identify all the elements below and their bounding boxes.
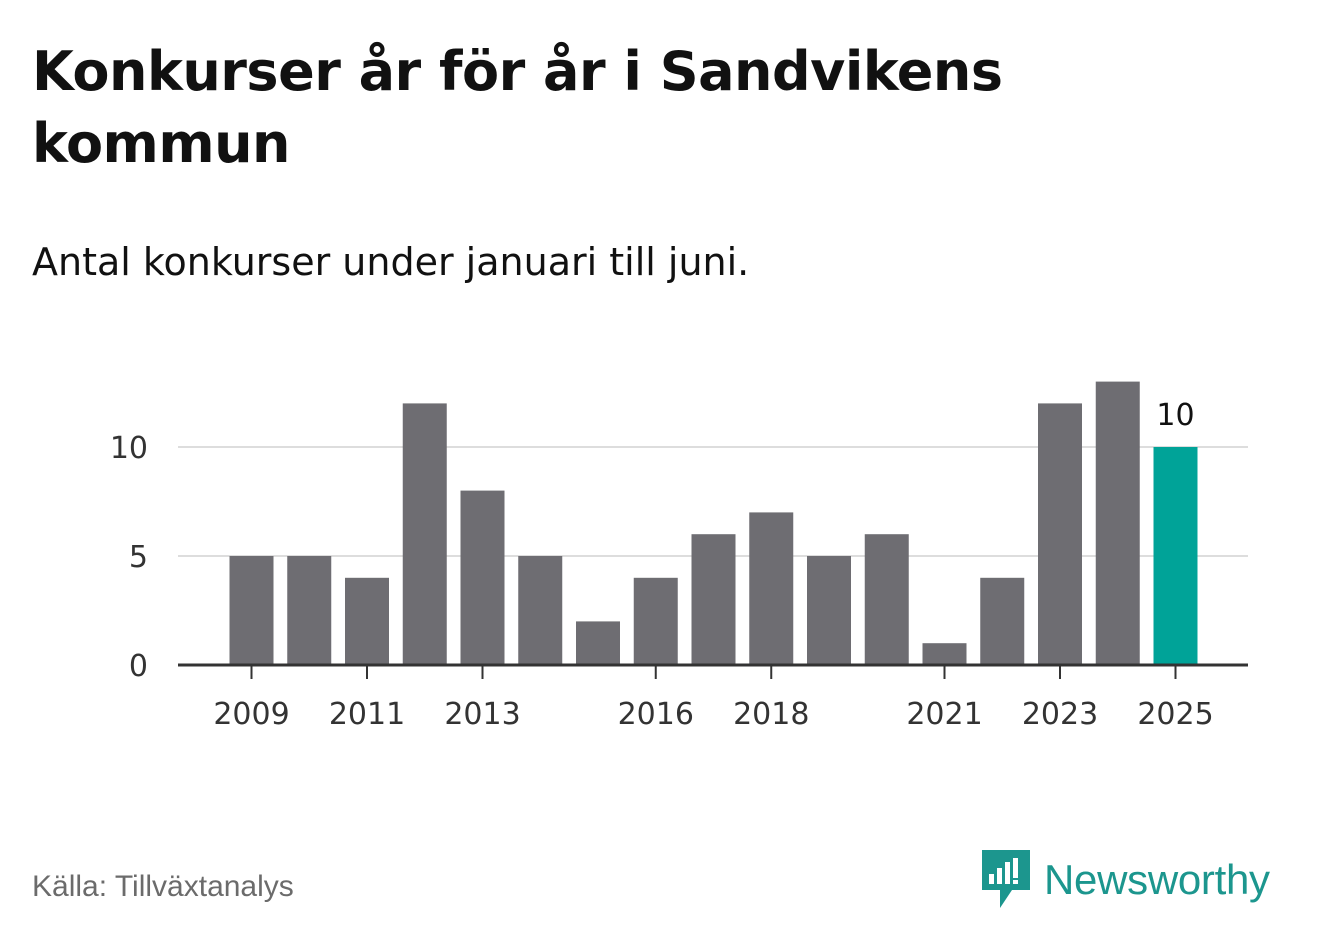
bar-2023 bbox=[1038, 403, 1082, 665]
bar-2019 bbox=[807, 556, 851, 665]
bar-2017 bbox=[691, 534, 736, 665]
bars bbox=[229, 381, 1198, 665]
logo-wordmark: Newsworthy bbox=[1044, 856, 1270, 903]
x-tick-label-2013: 2013 bbox=[444, 697, 520, 732]
bar-2015 bbox=[576, 621, 620, 665]
bar-chart: 0 5 10 10 2009 2011 2013 2016 2018 2021 2023 2025 bbox=[110, 381, 1248, 732]
x-tick-label-2025: 2025 bbox=[1137, 697, 1213, 732]
bar-2024 bbox=[1095, 381, 1140, 665]
bar-2020 bbox=[864, 534, 909, 665]
x-tick-label-2011: 2011 bbox=[329, 697, 405, 732]
x-tick-label-2021: 2021 bbox=[906, 697, 982, 732]
bar-2022 bbox=[980, 577, 1025, 665]
bar-2013 bbox=[460, 490, 505, 665]
x-tick-label-2023: 2023 bbox=[1022, 697, 1098, 732]
bar-2011 bbox=[345, 577, 389, 665]
newsworthy-bar-chart-icon bbox=[982, 850, 1030, 908]
bar-2012 bbox=[402, 403, 447, 665]
bar-2009 bbox=[229, 556, 274, 665]
chart-title: Konkurser år för år i Sandvikens kommun bbox=[32, 40, 1003, 175]
bar-2010 bbox=[287, 556, 332, 665]
x-tick-label-2016: 2016 bbox=[618, 697, 694, 732]
x-tick-label-2009: 2009 bbox=[213, 697, 289, 732]
y-tick-label-0: 0 bbox=[129, 649, 148, 684]
data-label-2025: 10 bbox=[1156, 398, 1194, 433]
data-labels: 10 bbox=[1156, 398, 1194, 433]
x-tick-label-2018: 2018 bbox=[733, 697, 809, 732]
y-axis-labels: 0 5 10 bbox=[110, 431, 148, 684]
y-tick-label-10: 10 bbox=[110, 431, 148, 466]
y-tick-label-5: 5 bbox=[129, 540, 148, 575]
newsworthy-logo: Newsworthy bbox=[982, 850, 1270, 910]
chart-subtitle: Antal konkurser under januari till juni. bbox=[32, 240, 750, 284]
bar-2018 bbox=[749, 512, 794, 665]
bar-2014 bbox=[518, 556, 563, 665]
x-axis-ticks: 2009 2011 2013 2016 2018 2021 2023 2025 bbox=[213, 665, 1214, 732]
bar-2021 bbox=[922, 643, 967, 665]
bar-2016 bbox=[633, 577, 678, 665]
source-note: Källa: Tillväxtanalys bbox=[32, 870, 294, 903]
bar-2025 bbox=[1153, 447, 1198, 665]
